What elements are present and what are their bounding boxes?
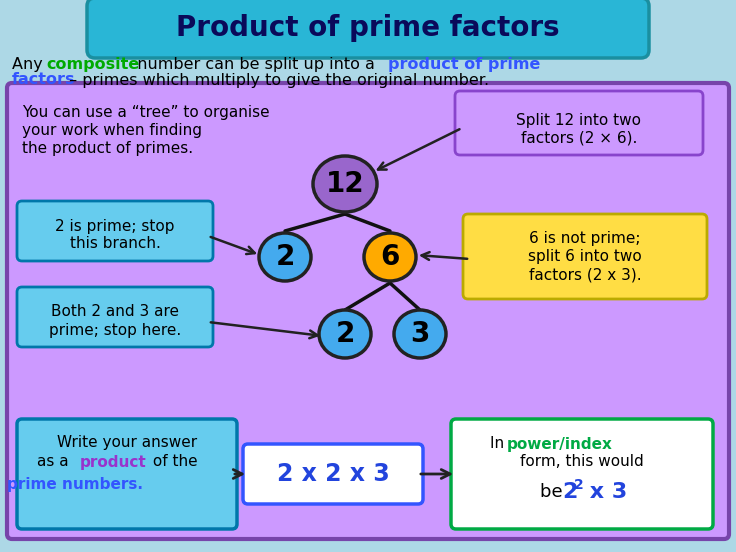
FancyBboxPatch shape (451, 419, 713, 529)
FancyBboxPatch shape (463, 214, 707, 299)
Text: Product of prime factors: Product of prime factors (176, 14, 560, 42)
Text: prime; stop here.: prime; stop here. (49, 322, 181, 337)
Text: 2: 2 (562, 482, 577, 502)
Text: In: In (490, 437, 509, 452)
Text: 3: 3 (410, 320, 430, 348)
Text: factors (2 × 6).: factors (2 × 6). (521, 130, 637, 146)
Text: Both 2 and 3 are: Both 2 and 3 are (51, 305, 179, 320)
Ellipse shape (313, 156, 377, 212)
FancyBboxPatch shape (17, 201, 213, 261)
Ellipse shape (259, 233, 311, 281)
Text: Split 12 into two: Split 12 into two (517, 113, 642, 128)
Text: number can be split up into a: number can be split up into a (127, 57, 380, 72)
Ellipse shape (364, 233, 416, 281)
Text: of the: of the (148, 454, 198, 470)
Text: composite: composite (46, 57, 139, 72)
FancyBboxPatch shape (17, 287, 213, 347)
Text: 2: 2 (336, 320, 355, 348)
Text: 2: 2 (574, 478, 584, 492)
Text: 2 is prime; stop: 2 is prime; stop (55, 219, 174, 233)
Text: 2: 2 (275, 243, 294, 271)
Text: 2 x 2 x 3: 2 x 2 x 3 (277, 462, 389, 486)
Text: product: product (80, 454, 146, 470)
Text: 6: 6 (381, 243, 400, 271)
Text: You can use a “tree” to organise: You can use a “tree” to organise (22, 104, 269, 119)
Text: 6 is not prime;: 6 is not prime; (529, 231, 641, 247)
Text: factors (2 x 3).: factors (2 x 3). (528, 268, 641, 283)
Text: Write your answer: Write your answer (57, 434, 197, 449)
Text: 12: 12 (326, 170, 364, 198)
Text: this branch.: this branch. (70, 236, 160, 251)
FancyBboxPatch shape (7, 83, 729, 539)
Ellipse shape (394, 310, 446, 358)
Text: your work when finding: your work when finding (22, 123, 202, 137)
FancyBboxPatch shape (87, 0, 649, 58)
Text: Any: Any (12, 57, 48, 72)
Text: the product of primes.: the product of primes. (22, 141, 193, 156)
FancyBboxPatch shape (17, 419, 237, 529)
Text: as a: as a (37, 454, 74, 470)
Text: factors: factors (12, 72, 76, 88)
FancyBboxPatch shape (243, 444, 423, 504)
Text: power/index: power/index (507, 437, 613, 452)
Text: product of prime: product of prime (388, 57, 540, 72)
Text: be: be (540, 483, 568, 501)
Text: prime numbers.: prime numbers. (7, 476, 143, 491)
Text: split 6 into two: split 6 into two (528, 250, 642, 264)
Text: form, this would: form, this would (520, 454, 644, 470)
Text: – primes which multiply to give the original number.: – primes which multiply to give the orig… (64, 72, 489, 88)
Text: x 3: x 3 (582, 482, 627, 502)
FancyBboxPatch shape (455, 91, 703, 155)
Ellipse shape (319, 310, 371, 358)
